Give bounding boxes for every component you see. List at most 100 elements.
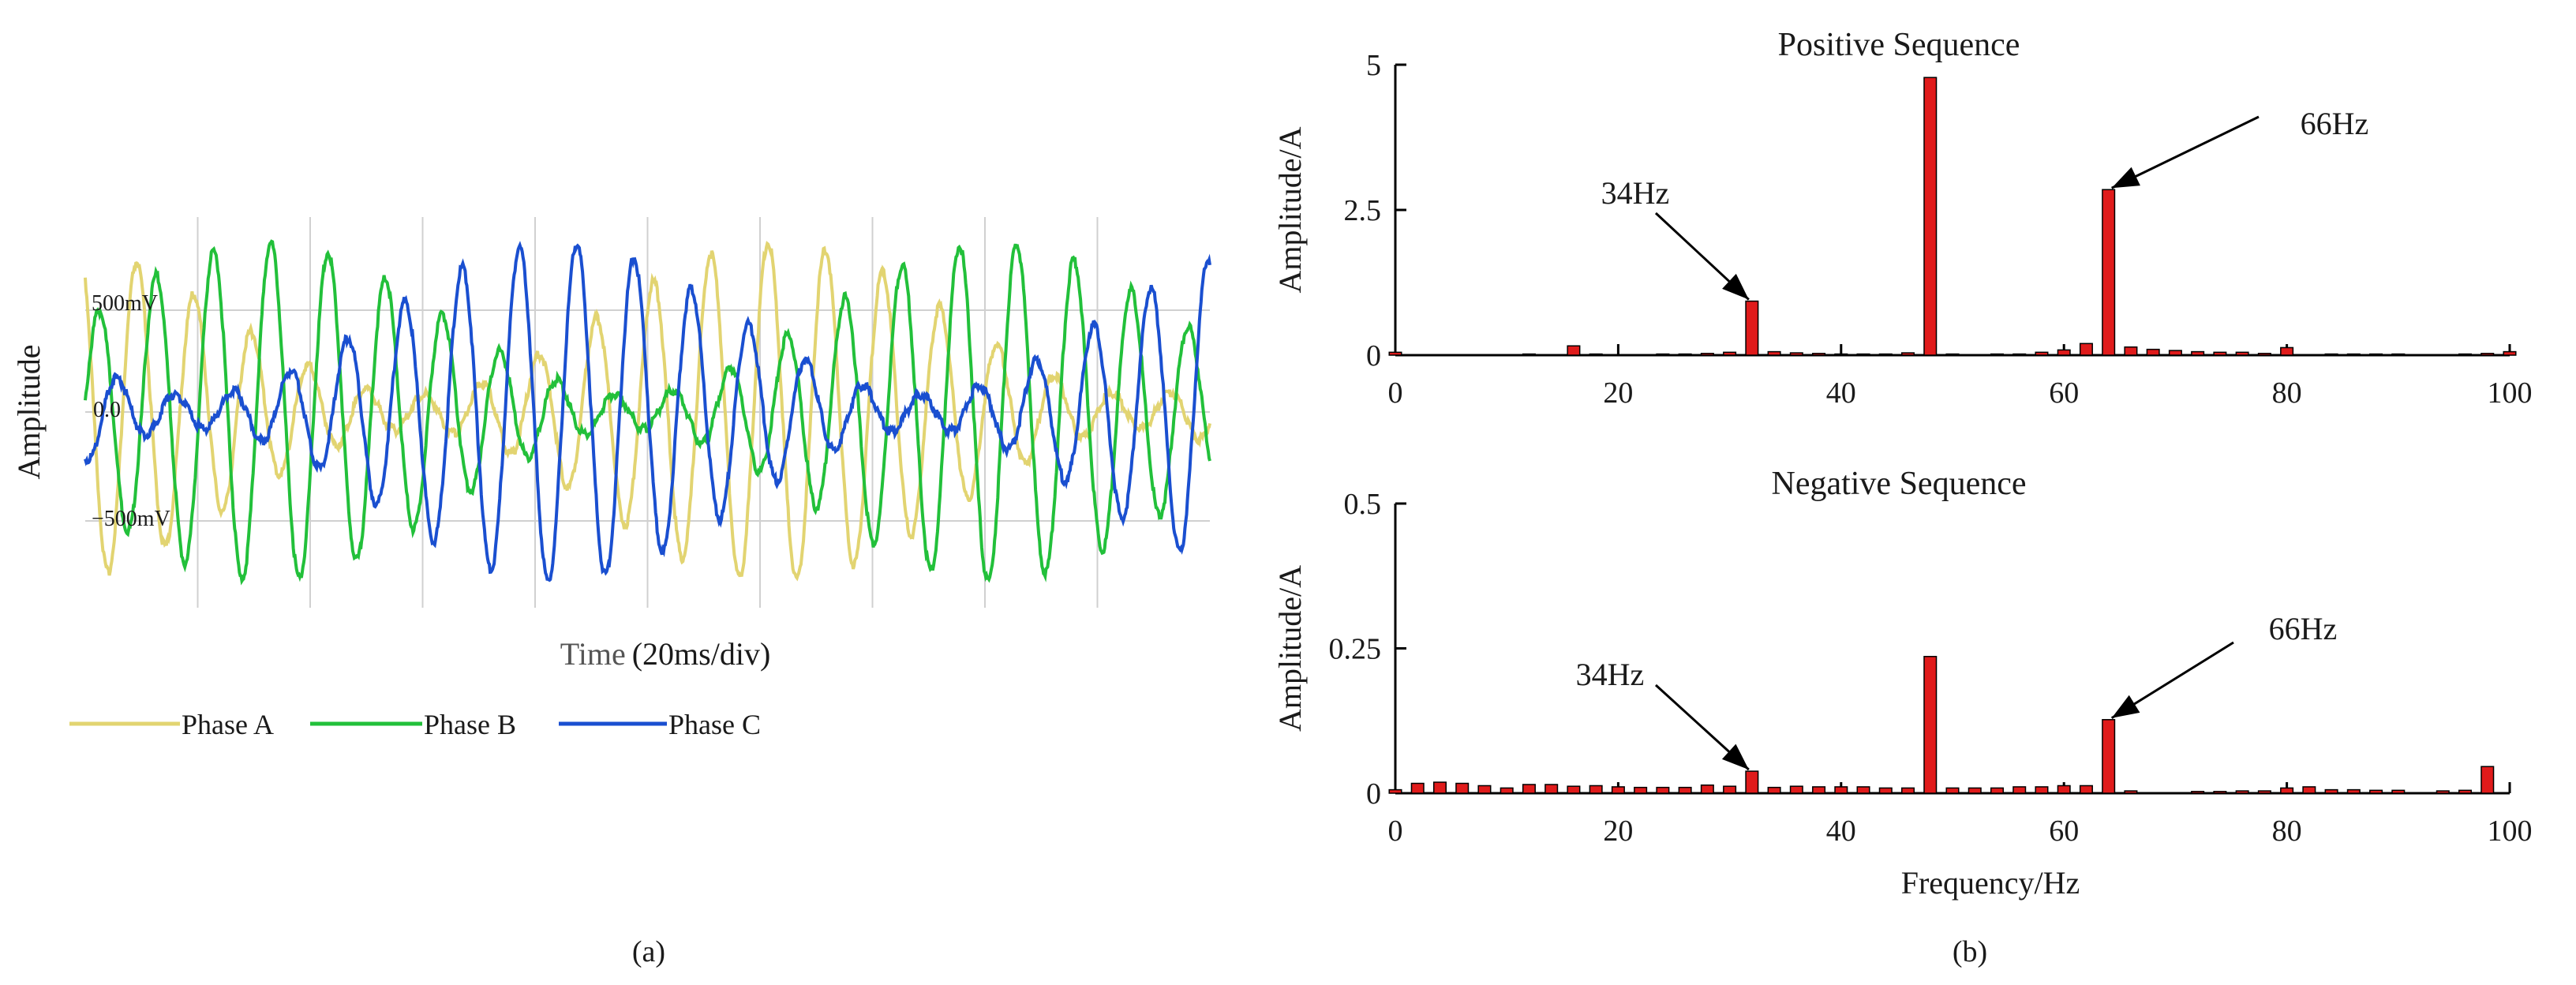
- bar: [1923, 77, 1938, 356]
- x-tick-label: 80: [2272, 376, 2302, 410]
- x-tick-label: 40: [1826, 815, 1856, 848]
- bar: [2213, 791, 2227, 794]
- bar: [1812, 353, 1826, 356]
- bar: [1700, 784, 1714, 794]
- bar: [1767, 786, 1781, 794]
- bar: [1611, 786, 1625, 794]
- positive-sequence-chart: 0 2.5 5 0 20 40 60 80 100 Positive Sequence Amplit…: [1272, 27, 2533, 410]
- annotation-label: 34Hz: [1576, 657, 1645, 692]
- bar: [2481, 766, 2495, 794]
- x-tick-label: 20: [1603, 376, 1633, 410]
- bar: [2436, 790, 2450, 794]
- bar: [1567, 785, 1581, 794]
- bar: [1678, 353, 1692, 356]
- bar: [1432, 781, 1447, 794]
- bar: [1455, 782, 1470, 794]
- bar: [2235, 790, 2249, 794]
- y-tick-label: 0.5: [1344, 488, 1382, 521]
- bar: [1589, 785, 1603, 794]
- bar: [2102, 189, 2116, 356]
- x-tick-label: 100: [2488, 815, 2533, 848]
- bar: [2012, 353, 2027, 356]
- bar: [2458, 353, 2473, 356]
- y-tick-label: 0.25: [1329, 633, 1382, 666]
- scope-waveforms: [84, 239, 1211, 586]
- bar: [1856, 353, 1870, 356]
- scope-x-label-time: Time: [560, 636, 626, 672]
- bar: [2012, 786, 2027, 794]
- bar: [2079, 343, 2093, 356]
- x-tick-label: 80: [2272, 815, 2302, 848]
- scope-y-axis-label: Amplitude: [11, 344, 47, 479]
- legend-label-phase-c: Phase C: [668, 709, 761, 740]
- spectrum-x-axis-label: Frequency/Hz: [1901, 865, 2080, 901]
- bar: [1923, 656, 1938, 794]
- phase-c-trace: [84, 241, 1211, 582]
- chart-title: Positive Sequence: [1778, 27, 2020, 63]
- bar: [1878, 787, 1893, 794]
- bar: [2235, 351, 2249, 356]
- panel-b: 0 2.5 5 0 20 40 60 80 100 Positive Sequence Amplit…: [1272, 27, 2533, 968]
- bar: [2213, 351, 2227, 356]
- bar: [1789, 785, 1803, 794]
- bar: [2102, 719, 2116, 794]
- bar: [2035, 351, 2049, 356]
- negative-sequence-chart: 0 0.25 0.5 0 20 40 60 80 100 Negative Sequence Amp…: [1272, 466, 2533, 848]
- x-tick-label: 100: [2488, 376, 2533, 410]
- bar: [2280, 346, 2294, 356]
- annotation-arrowhead: [1722, 273, 1749, 300]
- bar: [1522, 784, 1536, 794]
- bar: [1878, 353, 1893, 356]
- x-tick-label: 40: [1826, 376, 1856, 410]
- bar: [1945, 787, 1960, 794]
- panel-b-caption: (b): [1953, 935, 1987, 968]
- bar: [1945, 353, 1960, 356]
- legend-label-phase-b: Phase B: [424, 709, 516, 740]
- bar: [1567, 345, 1581, 356]
- panel-a: 500mV 0.0 −500mV Amplitude Time (20ms/div…: [11, 217, 1211, 968]
- scope-x-axis-label: Time (20ms/div): [560, 636, 771, 672]
- bar: [1901, 787, 1915, 794]
- bar: [2369, 789, 2383, 794]
- bar: [1388, 788, 1402, 794]
- bar: [1544, 784, 1559, 794]
- scope-tick-label-zero: 0.0: [93, 398, 121, 422]
- x-tick-label: 60: [2049, 376, 2079, 410]
- annotation-arrowhead: [2111, 695, 2140, 718]
- bar: [2369, 353, 2383, 356]
- bar: [1834, 353, 1848, 356]
- annotation-arrowhead: [2111, 167, 2140, 189]
- bar: [2146, 348, 2160, 356]
- annotation-label: 34Hz: [1601, 175, 1670, 211]
- bar: [1767, 350, 1781, 356]
- bar: [1656, 353, 1670, 356]
- annotation-label: 66Hz: [2269, 611, 2338, 646]
- bar: [1522, 353, 1536, 356]
- phase-a-trace: [84, 241, 1211, 582]
- y-tick-label: 2.5: [1344, 194, 1382, 227]
- bar: [2346, 353, 2361, 356]
- bar: [1723, 351, 1737, 356]
- bar: [1990, 353, 2004, 356]
- y-tick-label: 0: [1366, 777, 1381, 811]
- bar: [2346, 788, 2361, 794]
- scope-tick-label-500mv: 500mV: [92, 291, 158, 316]
- bar: [1745, 770, 1759, 794]
- bar: [1544, 354, 1559, 357]
- scope-tick-label-neg500mv: −500mV: [92, 507, 170, 531]
- bar: [1410, 782, 1425, 794]
- annotation-arrow: [2111, 115, 2260, 189]
- bar: [2391, 789, 2406, 794]
- bar: [1812, 786, 1826, 794]
- legend: Phase A Phase B Phase C: [69, 709, 761, 740]
- bar: [1634, 786, 1648, 794]
- bar: [1678, 786, 1692, 794]
- bar: [2503, 350, 2517, 356]
- bar: [1500, 787, 1514, 794]
- annotation-arrowhead: [1721, 743, 1749, 770]
- annotation-label: 66Hz: [2301, 106, 2369, 141]
- y-axis-label: Amplitude/A: [1272, 126, 1308, 293]
- bar: [1477, 785, 1492, 794]
- bar: [1856, 786, 1870, 794]
- y-tick-label: 5: [1366, 49, 1381, 82]
